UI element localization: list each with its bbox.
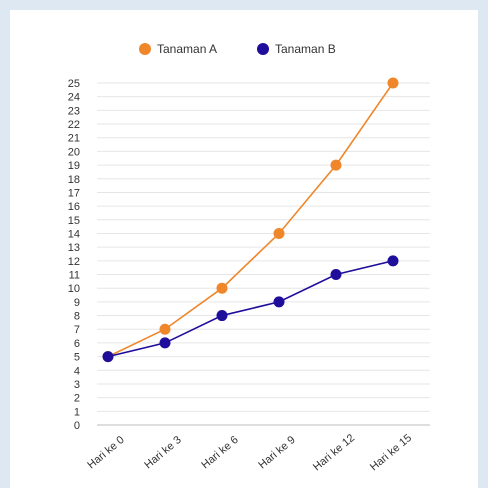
y-tick-label: 11 bbox=[69, 270, 80, 282]
x-tick-label: Hari ke 6 bbox=[199, 434, 240, 471]
legend-item: Tanaman A bbox=[139, 42, 217, 56]
line-chart: Tanaman A Tanaman B 012345678910111213141… bbox=[68, 42, 430, 473]
chart-card: Tanaman A Tanaman B 0 1 2 3 4 5 6 7 8 9 10 11 12 13 14 1… bbox=[10, 10, 478, 488]
y-tick-label: 24 bbox=[68, 92, 80, 104]
y-tick-label: 15 bbox=[68, 215, 80, 227]
legend-label: Tanaman A bbox=[157, 42, 217, 56]
x-tick-label: Hari ke 0 bbox=[85, 434, 126, 471]
y-tick-label: 4 bbox=[74, 365, 80, 377]
data-point bbox=[216, 310, 228, 322]
y-tick-label: 18 bbox=[68, 174, 80, 186]
data-point bbox=[330, 159, 342, 171]
data-point bbox=[159, 323, 171, 335]
y-tick-label: 16 bbox=[68, 201, 80, 213]
x-axis-ticks: Hari ke 0 Hari ke 3 Hari ke 6 Hari ke 9 Hari… bbox=[85, 432, 414, 473]
x-tick-label: Hari ke 9 bbox=[256, 434, 297, 471]
series-2 bbox=[102, 255, 399, 363]
y-tick-label: 14 bbox=[68, 228, 80, 240]
legend-item: Tanaman B bbox=[257, 42, 336, 56]
y-tick-label: 10 bbox=[68, 283, 80, 295]
x-tick-label: Hari ke 3 bbox=[142, 434, 183, 471]
y-tick-label: 6 bbox=[74, 338, 80, 350]
legend-marker bbox=[139, 43, 151, 55]
series-group bbox=[102, 77, 399, 363]
y-axis-ticks: 0123456789101112131415161718192021222324… bbox=[68, 78, 80, 432]
y-tick-label: 5 bbox=[74, 352, 80, 364]
y-tick-label: 23 bbox=[68, 105, 80, 117]
y-tick-label: 21 bbox=[68, 133, 80, 145]
data-point bbox=[159, 337, 171, 349]
data-point bbox=[102, 351, 114, 363]
x-tick-label: Hari ke 15 bbox=[368, 432, 414, 473]
series-1 bbox=[102, 77, 399, 363]
legend: Tanaman A Tanaman B bbox=[139, 42, 336, 56]
y-tick-label: 19 bbox=[68, 160, 80, 172]
y-tick-label: 25 bbox=[68, 78, 80, 90]
y-tick-label: 8 bbox=[74, 311, 80, 323]
data-point bbox=[273, 296, 285, 308]
y-tick-label: 20 bbox=[68, 146, 80, 158]
legend-marker bbox=[257, 43, 269, 55]
y-tick-label: 22 bbox=[68, 119, 80, 131]
y-tick-label: 7 bbox=[74, 324, 80, 336]
x-tick-label: Hari ke 12 bbox=[311, 432, 357, 473]
gridlines bbox=[97, 82, 430, 426]
legend-label: Tanaman B bbox=[275, 42, 336, 56]
y-tick-label: 17 bbox=[68, 187, 80, 199]
data-point bbox=[273, 227, 285, 239]
series-line bbox=[107, 82, 394, 358]
y-tick-label: 2 bbox=[74, 393, 80, 405]
series-line bbox=[107, 260, 394, 358]
data-point bbox=[330, 269, 342, 281]
y-tick-label: 0 bbox=[74, 420, 80, 432]
y-tick-label: 3 bbox=[74, 379, 80, 391]
data-point bbox=[216, 282, 228, 294]
data-point bbox=[387, 255, 399, 267]
y-tick-label: 12 bbox=[68, 256, 80, 268]
data-point bbox=[387, 77, 399, 89]
y-tick-label: 13 bbox=[68, 242, 80, 254]
y-tick-label: 1 bbox=[74, 406, 80, 418]
y-tick-label: 9 bbox=[74, 297, 80, 309]
